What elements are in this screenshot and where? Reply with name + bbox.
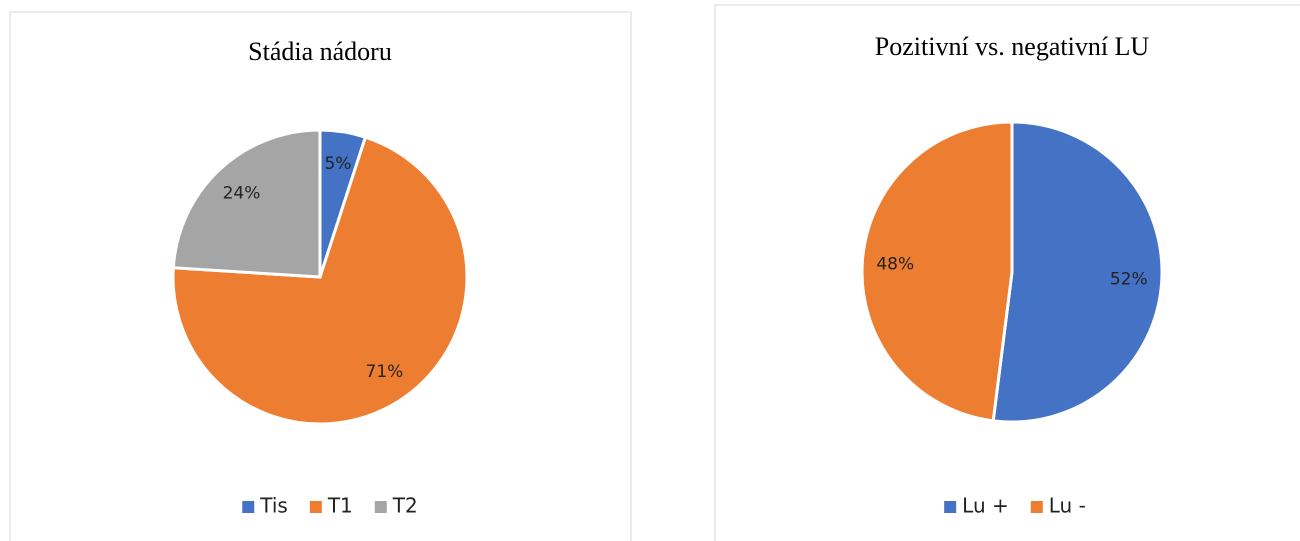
legend-swatch (309, 501, 322, 513)
legend-label: T2 (392, 494, 418, 518)
pie-slice (991, 120, 1164, 424)
data-label: 71% (366, 362, 404, 382)
legend-label: Tis (259, 494, 288, 518)
chart-title: Pozitivní vs. negativní LU (875, 32, 1150, 61)
pie-slice (860, 120, 1014, 423)
pie-slice (171, 135, 469, 426)
data-label: 24% (223, 183, 261, 203)
legend-label: Lu - (1049, 494, 1086, 518)
legend-swatch (944, 501, 957, 513)
legend-swatch (374, 501, 387, 513)
pie-slice (171, 128, 322, 279)
legend-swatch (1030, 501, 1043, 513)
legend-label: T1 (327, 494, 353, 518)
legend-label: Lu + (962, 494, 1009, 518)
data-label: 5% (324, 154, 351, 174)
data-label: 48% (876, 255, 914, 275)
chart-title: Stádia nádoru (248, 37, 392, 66)
data-label: 52% (1110, 269, 1148, 289)
legend-swatch (242, 501, 255, 513)
